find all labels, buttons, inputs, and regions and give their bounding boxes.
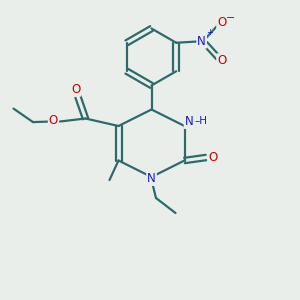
Text: O: O xyxy=(71,83,80,96)
Text: N: N xyxy=(184,115,194,128)
Text: −: − xyxy=(226,13,236,23)
Text: O: O xyxy=(49,114,58,128)
Text: –H: –H xyxy=(194,116,208,127)
Text: N: N xyxy=(147,172,156,185)
Text: O: O xyxy=(217,16,226,29)
Text: +: + xyxy=(206,28,213,38)
Text: N: N xyxy=(197,35,206,48)
Text: O: O xyxy=(208,151,217,164)
Text: O: O xyxy=(217,54,226,67)
